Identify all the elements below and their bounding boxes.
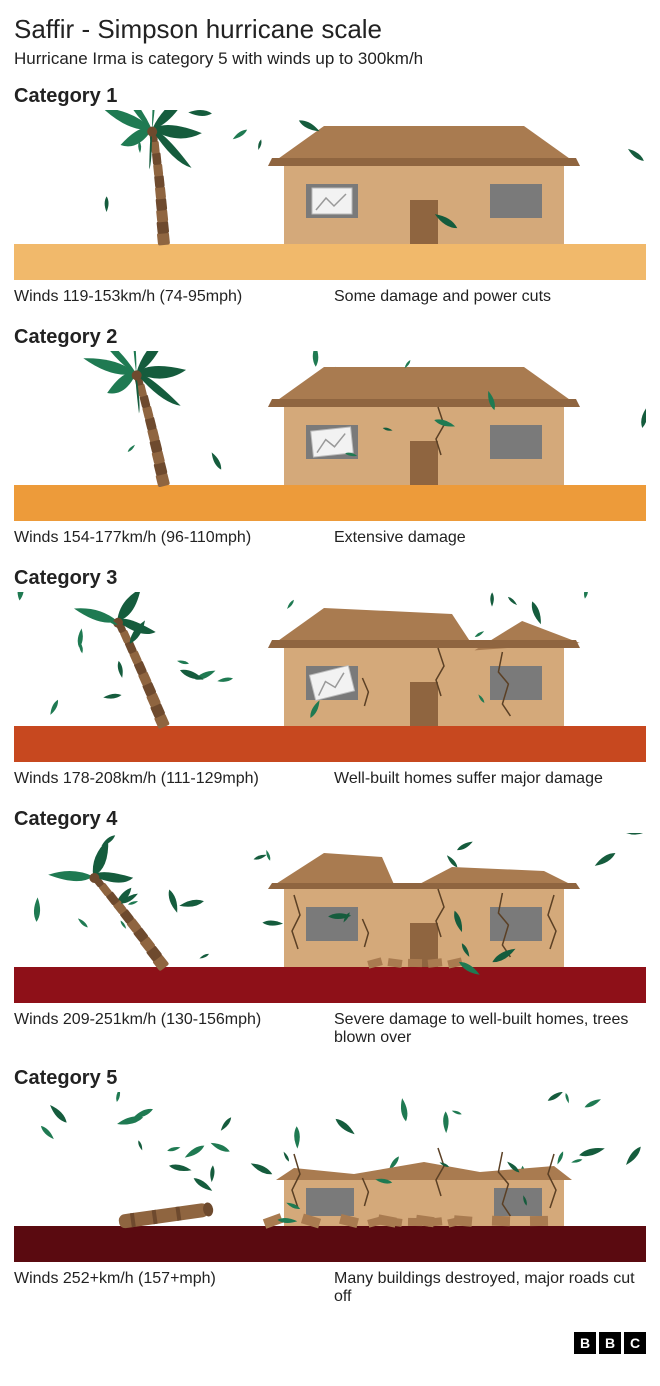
category-label: Category 4	[14, 802, 646, 833]
bbc-logo-block: B	[574, 1332, 596, 1354]
category-scene	[14, 1092, 646, 1262]
category-damage: Some damage and power cuts	[334, 288, 646, 306]
page-subtitle: Hurricane Irma is category 5 with winds …	[14, 49, 646, 69]
category-label: Category 3	[14, 561, 646, 592]
category-caption: Winds 252+km/h (157+mph) Many buildings d…	[14, 1262, 646, 1312]
category-damage: Extensive damage	[334, 529, 646, 547]
category-caption: Winds 209-251km/h (130-156mph) Severe dam…	[14, 1003, 646, 1053]
infographic: Saffir - Simpson hurricane scale Hurrica…	[0, 0, 660, 1326]
category-caption: Winds 119-153km/h (74-95mph) Some damage …	[14, 280, 646, 312]
category-label: Category 1	[14, 79, 646, 110]
category-panel: Category 2 Winds 154-177km/h (96-110mph) E…	[14, 320, 646, 553]
category-scene	[14, 592, 646, 762]
bbc-logo-block: B	[599, 1332, 621, 1354]
category-panel: Category 1 Winds 119-153km/h (74-95mph) So…	[14, 79, 646, 312]
bbc-logo-block: C	[624, 1332, 646, 1354]
category-panel: Category 4 Winds 209-251km/h (130-156mph)…	[14, 802, 646, 1053]
category-damage: Well-built homes suffer major damage	[334, 770, 646, 788]
category-scene	[14, 110, 646, 280]
category-label: Category 5	[14, 1061, 646, 1092]
category-panels: Category 1 Winds 119-153km/h (74-95mph) So…	[14, 79, 646, 1312]
category-winds: Winds 119-153km/h (74-95mph)	[14, 288, 314, 306]
category-caption: Winds 154-177km/h (96-110mph) Extensive d…	[14, 521, 646, 553]
category-scene	[14, 351, 646, 521]
category-scene	[14, 833, 646, 1003]
category-panel: Category 5 Winds 252+km/h (157+mph) Many b…	[14, 1061, 646, 1312]
footer: B B C	[0, 1326, 660, 1366]
page-title: Saffir - Simpson hurricane scale	[14, 14, 646, 45]
category-damage: Severe damage to well-built homes, trees…	[334, 1011, 646, 1047]
category-winds: Winds 178-208km/h (111-129mph)	[14, 770, 314, 788]
category-winds: Winds 252+km/h (157+mph)	[14, 1270, 314, 1306]
category-label: Category 2	[14, 320, 646, 351]
category-caption: Winds 178-208km/h (111-129mph) Well-built…	[14, 762, 646, 794]
category-winds: Winds 209-251km/h (130-156mph)	[14, 1011, 314, 1047]
category-panel: Category 3 Winds 178-208km/h (111-129mph)…	[14, 561, 646, 794]
category-damage: Many buildings destroyed, major roads cu…	[334, 1270, 646, 1306]
category-winds: Winds 154-177km/h (96-110mph)	[14, 529, 314, 547]
